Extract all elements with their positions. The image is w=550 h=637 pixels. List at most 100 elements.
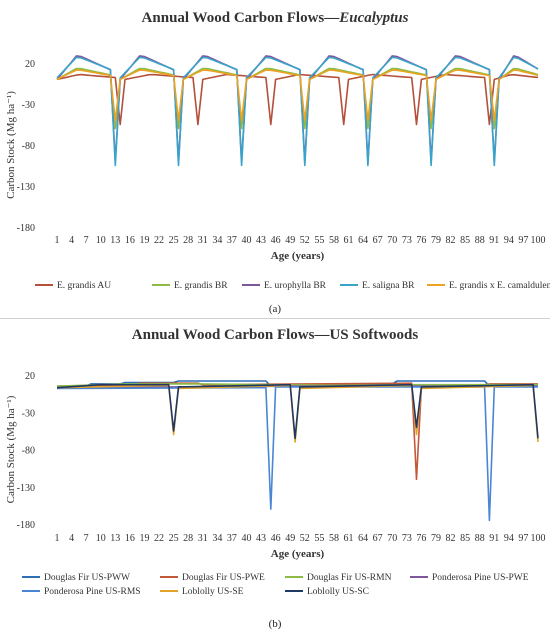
x-tick-label-b-17: 52 <box>300 533 310 544</box>
x-tick-label-b-18: 55 <box>314 533 324 544</box>
series-line-a-3 <box>56 56 539 167</box>
x-tick-label-a-24: 73 <box>402 235 412 246</box>
x-tick-label-a-12: 37 <box>227 235 237 246</box>
x-tick-label-b-0: 1 <box>55 533 60 544</box>
chart-b-svg: Annual Wood Carbon Flows—US Softwoods 20 -… <box>5 327 546 630</box>
x-tick-label-a-20: 61 <box>344 235 354 246</box>
x-tick-label-b-2: 7 <box>84 533 89 544</box>
x-tick-label-b-3: 10 <box>96 533 106 544</box>
x-tick-label-a-8: 25 <box>169 235 179 246</box>
legend-label-b-3: Ponderosa Pine US-PWE <box>432 573 529 583</box>
x-tick-label-b-11: 34 <box>212 533 222 544</box>
x-tick-label-a-13: 40 <box>241 235 251 246</box>
x-tick-label-b-19: 58 <box>329 533 339 544</box>
y-tick-label-a-0: 20 <box>25 59 35 70</box>
x-tick-label-a-2: 7 <box>84 235 89 246</box>
series-line-b-0 <box>57 380 538 387</box>
x-tick-label-b-7: 22 <box>154 533 164 544</box>
x-tick-label-b-22: 67 <box>373 533 383 544</box>
legend-label-b-5: Loblolly US-SE <box>182 587 244 597</box>
x-tick-label-b-27: 82 <box>446 533 456 544</box>
legend-label-b-4: Ponderosa Pine US-RMS <box>44 587 141 597</box>
legend-label-b-6: Loblolly US-SC <box>307 587 369 597</box>
x-tick-label-b-9: 28 <box>183 533 193 544</box>
x-tick-label-b-23: 70 <box>387 533 397 544</box>
y-tick-label-a-1: -30 <box>22 100 35 111</box>
x-tick-label-b-21: 64 <box>358 533 368 544</box>
x-tick-label-b-12: 37 <box>227 533 237 544</box>
x-tick-label-a-1: 4 <box>69 235 74 246</box>
x-tick-label-b-13: 40 <box>241 533 251 544</box>
x-tick-label-a-21: 64 <box>358 235 368 246</box>
y-tick-label-b-4: -180 <box>17 520 35 531</box>
x-tick-label-b-15: 46 <box>271 533 281 544</box>
x-tick-label-b-14: 43 <box>256 533 266 544</box>
x-tick-label-b-24: 73 <box>402 533 412 544</box>
x-axis-label-a: Age (years) <box>271 250 325 262</box>
y-tick-label-a-2: -80 <box>22 141 35 152</box>
legend-label-b-1: Douglas Fir US-PWE <box>182 573 265 583</box>
caption-b: (b) <box>269 618 282 630</box>
chart-title-b: Annual Wood Carbon Flows—US Softwoods <box>132 327 419 343</box>
x-tick-label-b-33: 100 <box>531 533 546 544</box>
x-tick-label-a-32: 97 <box>518 235 528 246</box>
x-tick-label-b-5: 16 <box>125 533 135 544</box>
x-tick-label-b-16: 49 <box>285 533 295 544</box>
x-tick-label-b-26: 79 <box>431 533 441 544</box>
x-axis-label-b: Age (years) <box>271 548 325 560</box>
x-tick-label-a-23: 70 <box>387 235 397 246</box>
x-tick-label-a-28: 85 <box>460 235 470 246</box>
panel-divider <box>0 318 550 319</box>
x-tick-label-b-10: 31 <box>198 533 208 544</box>
series-line-b-6 <box>56 383 539 440</box>
series-line-a-4 <box>56 69 539 122</box>
x-tick-label-b-8: 25 <box>169 533 179 544</box>
y-axis-label-b: Carbon Stock (Mg ha⁻¹) <box>5 395 17 503</box>
y-tick-label-a-3: -130 <box>17 182 35 193</box>
x-tick-label-a-33: 100 <box>531 235 546 246</box>
chart-panel-b: Annual Wood Carbon Flows—US Softwoods 20 -… <box>0 319 550 637</box>
x-tick-label-a-22: 67 <box>373 235 383 246</box>
y-tick-label-b-3: -130 <box>17 483 35 494</box>
x-tick-label-b-30: 91 <box>489 533 499 544</box>
x-tick-label-a-6: 19 <box>139 235 149 246</box>
legend-label-a-2: E. urophylla BR <box>264 281 327 291</box>
legend-label-a-3: E. saligna BR <box>362 281 415 291</box>
x-tick-label-a-27: 82 <box>446 235 456 246</box>
series-line-a-0 <box>56 73 539 126</box>
x-tick-label-a-25: 76 <box>416 235 426 246</box>
x-tick-label-b-31: 94 <box>504 533 514 544</box>
legend-label-a-1: E. grandis BR <box>174 281 228 291</box>
x-tick-label-a-0: 1 <box>55 235 60 246</box>
x-tick-label-b-20: 61 <box>344 533 354 544</box>
x-tick-label-a-11: 34 <box>212 235 222 246</box>
x-tick-label-b-29: 88 <box>475 533 485 544</box>
x-tick-label-b-28: 85 <box>460 533 470 544</box>
x-tick-label-a-18: 55 <box>314 235 324 246</box>
legend-label-b-0: Douglas Fir US-PWW <box>44 573 130 583</box>
chart-title-a: Annual Wood Carbon Flows—Eucalyptus <box>142 10 409 26</box>
x-tick-label-a-4: 13 <box>110 235 120 246</box>
x-tick-label-a-3: 10 <box>96 235 106 246</box>
x-tick-label-a-19: 58 <box>329 235 339 246</box>
y-tick-label-b-1: -30 <box>22 408 35 419</box>
series-line-a-1 <box>56 67 539 130</box>
x-tick-label-a-16: 49 <box>285 235 295 246</box>
chart-panel-a: Annual Wood Carbon Flows—Eucalyptus 20 -30… <box>0 0 550 318</box>
y-tick-label-a-4: -180 <box>17 223 35 234</box>
x-tick-label-a-30: 91 <box>489 235 499 246</box>
x-tick-label-b-25: 76 <box>416 533 426 544</box>
y-tick-label-b-0: 20 <box>25 371 35 382</box>
x-tick-label-a-17: 52 <box>300 235 310 246</box>
x-tick-label-b-6: 19 <box>139 533 149 544</box>
y-tick-label-b-2: -80 <box>22 446 35 457</box>
x-tick-label-a-5: 16 <box>125 235 135 246</box>
y-axis-label-a: Carbon Stock (Mg ha⁻¹) <box>5 91 17 199</box>
legend-label-a-0: E. grandis AU <box>57 281 111 291</box>
x-tick-label-a-29: 88 <box>475 235 485 246</box>
x-tick-label-b-1: 4 <box>69 533 74 544</box>
series-line-b-1 <box>57 382 538 481</box>
x-tick-label-b-4: 13 <box>110 533 120 544</box>
caption-a: (a) <box>269 303 282 315</box>
x-tick-label-a-7: 22 <box>154 235 164 246</box>
